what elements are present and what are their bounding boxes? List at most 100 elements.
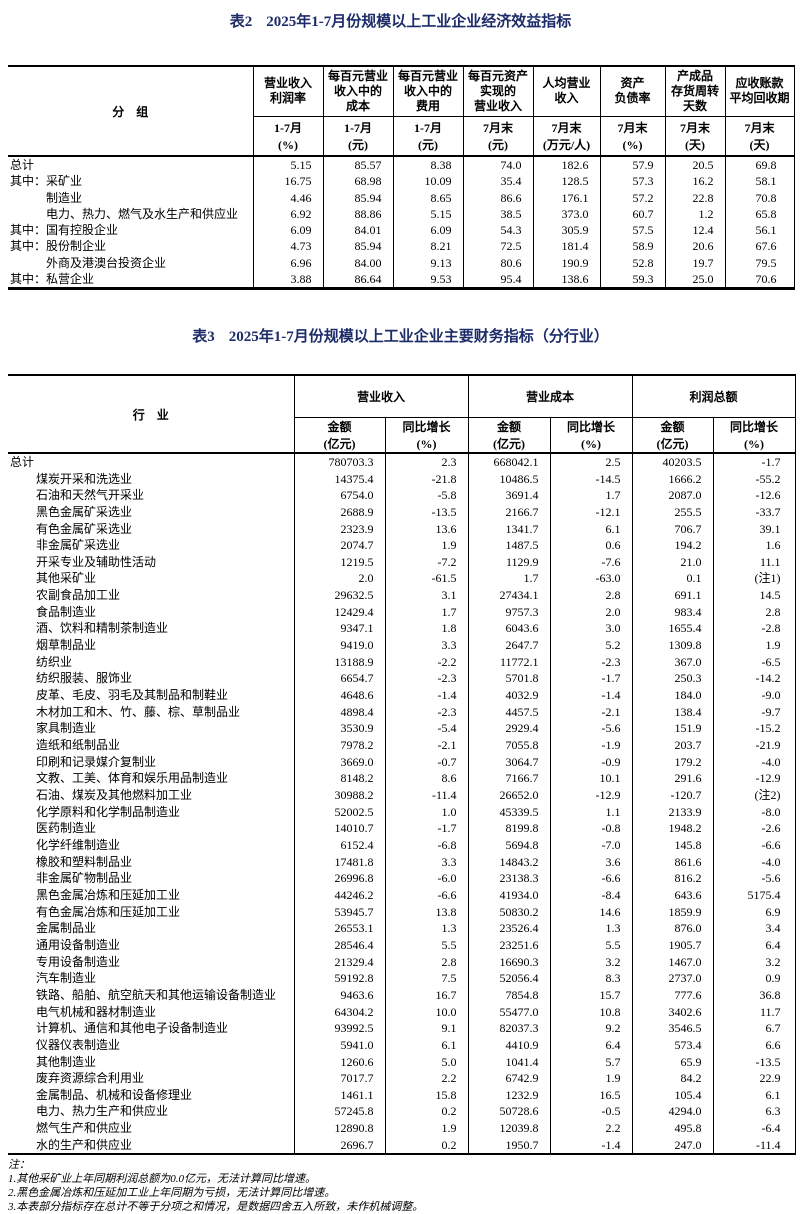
cell-value: 2737.0 [631,970,714,987]
row-label: 非金属矿采选业 [8,537,295,554]
cell-value: 9.13 [392,254,464,272]
cell-value: 95.4 [462,271,534,289]
cell-value: 64304.2 [293,1003,386,1021]
cell-value: 6.09 [252,222,324,239]
table2-body: 总计 5.15 85.57 8.38 74.0 182.6 57.9 20.5 69.8 其中：采… [8,156,795,289]
cell-value: 7166.7 [467,770,551,787]
table2-economic-indicators: 分 组 营业收入 利润率 每百元营业 收入中的 成本 每百元营业 收入中的 费用… [8,65,795,291]
table-row: 电力、热力、燃气及水生产和供应业 6.92 88.86 5.15 38.5 373.0 60… [8,205,795,223]
cell-value: 5701.8 [467,670,551,688]
unit-label: (万元/人) [542,137,591,152]
column-period-unit: 7月末 (万元/人) [532,116,601,157]
cell-value: 184.0 [631,687,714,704]
cell-value: 29632.5 [293,587,386,604]
table-row: 通用设备制造业 28546.4 5.5 23251.6 5.5 1905.7 6.4 [8,936,796,954]
cell-value: 10.09 [392,173,464,190]
table2-title: 表2 2025年1-7月份规模以上工业企业经济效益指标 [8,12,793,32]
table3-title-label: 表3 [192,329,215,346]
cell-value: 777.6 [631,986,714,1004]
cell-value: 26996.8 [293,870,386,887]
row-label-prefix: 其中： [10,174,47,189]
cell-value: 3.4 [712,920,796,937]
cell-value: 3064.7 [467,753,551,771]
table-row: 农副食品加工业 29632.5 3.1 27434.1 2.8 691.1 14.5 [8,587,796,604]
cell-value: 250.3 [631,670,714,688]
footnotes: 注： 1.其他采矿业上年同期利润总额为0.0亿元，无法计算同比增速。 2.黑色金属… [8,1159,793,1214]
period-label: 1-7月 [274,120,302,135]
cell-value: 181.4 [532,238,601,255]
cell-value: 27434.1 [467,587,551,604]
cell-value: 88.86 [322,205,394,223]
cell-value: 6654.7 [293,670,386,688]
cell-value: 40203.5 [631,452,714,471]
cell-value: 85.57 [322,156,394,174]
amount-label: 金额 [497,419,522,434]
table-row: 烟草制品业 9419.0 3.3 2647.7 5.2 1309.8 1.9 [8,637,796,654]
table-row: 食品制造业 12429.4 1.7 9757.3 2.0 983.4 2.8 [8,603,796,621]
cell-value: -5.4 [384,720,469,738]
table-row: 其中：国有控股企业 6.09 84.01 6.09 54.3 305.9 57.5 12.4 5… [8,222,795,239]
row-label: 非金属矿物制品业 [8,870,295,887]
row-label: 印刷和记录媒介复制业 [8,753,295,771]
cell-value: 1.8 [384,620,469,638]
cell-value: 5.15 [392,205,464,223]
row-label: 煤炭开采和洗选业 [8,470,295,488]
sub-header-growth: 同比增长 (%) [384,417,469,454]
cell-value: 2.3 [384,452,469,471]
cell-value: 8199.8 [467,820,551,837]
column-period-unit: 1-7月 (元) [322,116,394,157]
table-row: 非金属矿物制品业 26996.8 -6.0 23138.3 -6.6 816.2 -5.6 [8,870,796,887]
cell-value: 8.65 [392,189,464,206]
row-label: 其他采矿业 [8,570,295,588]
column-header: 应收账款 平均回收期 [724,66,795,117]
cell-value: 13188.9 [293,653,386,671]
cell-value: -21.9 [712,737,796,754]
cell-value: 0.6 [549,537,633,554]
cell-value: 15.8 [384,1086,469,1104]
cell-value: 68.98 [322,173,394,190]
cell-value: 247.0 [631,1136,714,1155]
cell-value: 85.94 [322,238,394,255]
cell-value: -4.0 [712,853,796,871]
cell-value: 176.1 [532,189,601,206]
cell-value: 1.7 [467,570,551,588]
cell-value: 23138.3 [467,870,551,887]
cell-value: -2.3 [384,703,469,721]
column-header: 每百元营业 收入中的 费用 [392,66,464,117]
table2-title-label: 表2 [229,14,253,30]
cell-value: 55477.0 [467,1003,551,1021]
column-period-unit: 1-7月 (%) [253,116,324,157]
cell-value: 9.2 [549,1020,633,1037]
cell-value: 128.5 [532,173,601,190]
cell-value: 1.6 [712,537,796,554]
cell-value: 26652.0 [467,787,551,804]
cell-value: 4457.5 [467,703,551,721]
amount-label: 金额 [327,419,352,434]
cell-value: 495.8 [631,1120,714,1137]
cell-value: 4898.4 [293,703,386,721]
table-row: 其中：私营企业 3.88 86.64 9.53 95.4 138.6 59.3 25.0 70.… [8,271,795,289]
cell-value: -2.1 [384,737,469,754]
sub-header-growth: 同比增长 (%) [549,417,633,454]
cell-value: 12.4 [664,222,726,239]
cell-value: 6742.9 [467,1070,551,1087]
growth-unit: (%) [744,436,765,451]
cell-value: 573.4 [631,1036,714,1054]
row-label: 其他制造业 [8,1053,295,1071]
cell-value: 14.5 [712,587,796,604]
cell-value: 2647.7 [467,637,551,654]
cell-value: 16.2 [664,173,726,190]
cell-value: 23251.6 [467,936,551,954]
cell-value: 2.0 [293,570,386,588]
cell-value: 3.3 [384,637,469,654]
cell-value: 367.0 [631,653,714,671]
table3-title: 表3 2025年1-7月份规模以上工业企业主要财务指标（分行业） [8,327,793,347]
table-row: 黑色金属矿采选业 2688.9 -13.5 2166.7 -12.1 255.5 -33.7 [8,503,796,521]
cell-value: -0.8 [549,820,633,837]
cell-value: 2.8 [549,587,633,604]
cell-value: 2087.0 [631,487,714,504]
table-row: 外商及港澳台投资企业 6.96 84.00 9.13 80.6 190.9 52.8 19.7… [8,254,795,272]
cell-value: 1487.5 [467,537,551,554]
cell-value: 79.5 [724,254,795,272]
table-row: 专用设备制造业 21329.4 2.8 16690.3 3.2 1467.0 3.2 [8,953,796,971]
